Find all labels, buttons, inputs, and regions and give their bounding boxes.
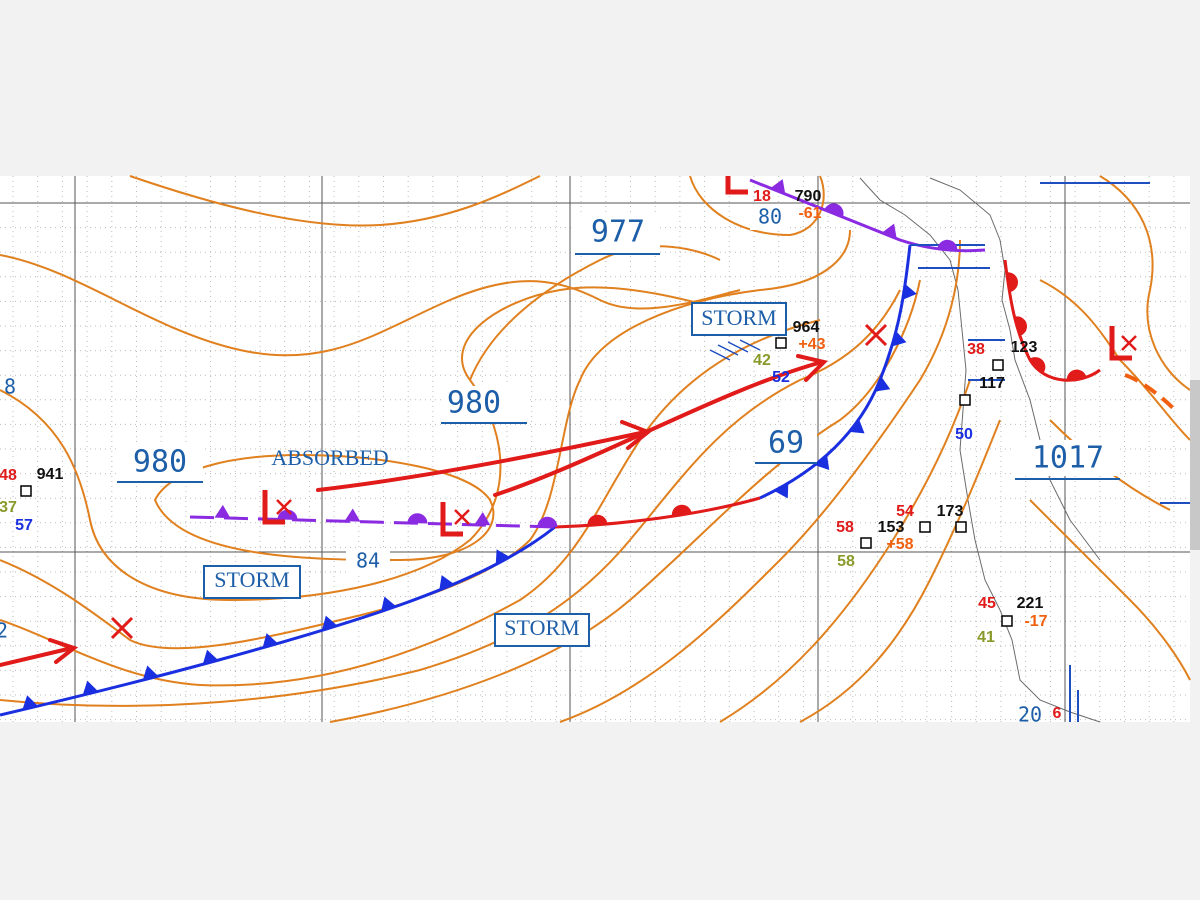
front-pip <box>774 483 789 499</box>
front-pip <box>824 203 844 218</box>
front-pip <box>875 376 891 392</box>
x-markers <box>110 323 888 640</box>
station-value: 37 <box>0 499 17 516</box>
station-value: +43 <box>798 336 825 353</box>
station-value: 6 <box>1053 705 1062 722</box>
front-pip <box>82 680 99 696</box>
station-value: +58 <box>886 536 913 553</box>
storm-label: STORM <box>701 305 776 330</box>
station-value: 221 <box>1017 595 1044 612</box>
front-pip <box>277 509 298 520</box>
front-pip <box>495 549 510 565</box>
station-value: -61 <box>798 205 821 222</box>
front-pip <box>770 179 786 195</box>
station-value: 57 <box>15 517 33 534</box>
absorbed-label: ABSORBED <box>271 445 388 470</box>
front-pip <box>214 504 231 519</box>
front-pip <box>439 575 455 591</box>
station-value: 54 <box>896 503 914 520</box>
front-pip <box>142 665 159 681</box>
station-value: 45 <box>978 595 996 612</box>
grid <box>0 176 1190 722</box>
front-pip <box>381 596 397 612</box>
front-pip <box>407 513 428 524</box>
front-pip <box>902 284 917 300</box>
station-markers <box>20 337 1013 627</box>
station-value: -17 <box>1024 613 1047 630</box>
front-pip <box>891 331 907 347</box>
isobar-label: 1017 <box>1032 441 1104 476</box>
isobar-label: 980 <box>447 386 501 421</box>
storm-labels: STORM STORM STORM ABSORBED <box>203 302 787 647</box>
station-value: 48 <box>0 467 17 484</box>
station-value: 58 <box>836 519 854 536</box>
station-values: 18 790 -61 964 +43 42 52 48 941 37 57 58… <box>0 188 1062 722</box>
station-value: 123 <box>1011 339 1038 356</box>
station-value: 941 <box>37 466 64 483</box>
storm-label: STORM <box>504 615 579 640</box>
front-pip <box>1066 369 1087 382</box>
isobar-label: 980 <box>133 445 187 480</box>
front-pip <box>344 508 361 522</box>
isobar-label: 2 <box>0 619 8 643</box>
station-value: 173 <box>937 503 964 520</box>
fronts <box>0 178 1190 722</box>
front-pip <box>474 512 491 526</box>
low-symbols <box>262 176 1137 537</box>
front-pip <box>202 649 219 665</box>
station-value: 42 <box>753 352 771 369</box>
station-value: 50 <box>955 426 973 443</box>
station-value: 153 <box>878 519 905 536</box>
front-pip <box>587 514 608 526</box>
isobar-label: 20 <box>1018 703 1042 727</box>
station-value: 964 <box>793 319 820 336</box>
front-pip <box>537 516 558 528</box>
front-pip <box>1014 316 1027 336</box>
front-pip <box>322 615 338 631</box>
station-value: 38 <box>967 341 985 358</box>
isobar-label: 8 <box>4 375 16 399</box>
isobar-label: 69 <box>768 426 804 461</box>
front-pip <box>937 239 958 251</box>
storm-label: STORM <box>214 567 289 592</box>
front-pip <box>1006 272 1018 293</box>
station-value: 117 <box>979 375 1005 392</box>
isobar-labels: 977 980 980 69 1017 84 80 8 2 20 <box>0 205 1120 727</box>
isobar-label: 977 <box>591 215 645 250</box>
flow-arrows <box>0 354 828 667</box>
station-value: 58 <box>837 553 855 570</box>
front-pip <box>881 223 897 239</box>
isobar-label: 84 <box>356 549 380 573</box>
front-pip <box>671 504 692 517</box>
front-pip <box>849 419 865 434</box>
front-pip <box>262 633 278 648</box>
front-pip <box>1028 357 1046 375</box>
station-value: 52 <box>772 369 790 386</box>
station-value: 41 <box>977 629 995 646</box>
scrollbar[interactable] <box>1190 380 1200 550</box>
front-pip <box>22 695 38 710</box>
isobar-label: 80 <box>758 205 782 229</box>
station-value: 790 <box>795 188 822 205</box>
front-pip <box>814 454 830 470</box>
station-value: 18 <box>753 188 771 205</box>
